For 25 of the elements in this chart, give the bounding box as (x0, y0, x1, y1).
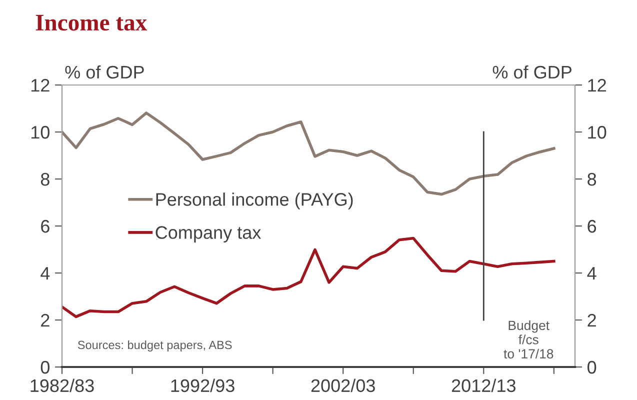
y2-tick-label: 4 (587, 267, 596, 280)
chart-title: Income tax (36, 14, 148, 31)
y-tick-label: 8 (40, 172, 50, 186)
y-tick-label: 6 (41, 220, 50, 233)
y2-tick-label: 6 (588, 220, 596, 233)
ref-line-label: Budget f/cs to '17/18 (504, 320, 554, 359)
y2-axis-title: % of GDP (492, 65, 572, 79)
y2-tick-label: 10 (588, 126, 606, 139)
y2-tick-label: 2 (588, 314, 596, 327)
legend-label: Company tax (156, 226, 262, 242)
y-axis-title: % of GDP (65, 65, 144, 79)
annotation: Sources: budget papers, ABS (78, 340, 232, 352)
y2-tick-label: 12 (588, 78, 606, 92)
x-tick-label: 2012/13 (452, 378, 516, 392)
y2-tick-label: 8 (588, 172, 596, 186)
y-tick-label: 10 (31, 126, 50, 139)
y-tick-label: 12 (31, 78, 50, 92)
y-tick-label: 2 (41, 314, 50, 327)
y-tick-label: 0 (40, 360, 50, 374)
x-tick-label: 2002/03 (311, 378, 375, 392)
legend-label: Personal income (PAYG) (156, 192, 353, 210)
y2-tick-label: 0 (588, 360, 596, 374)
y-tick-label: 4 (40, 267, 50, 280)
x-tick-label: 1982/83 (30, 378, 94, 392)
x-tick-label: 1992/93 (171, 378, 234, 392)
